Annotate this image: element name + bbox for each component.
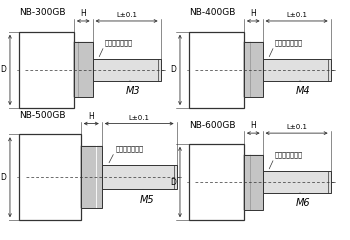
Bar <box>262 59 331 81</box>
Bar <box>262 171 331 193</box>
Text: H: H <box>80 9 86 18</box>
Text: ニッケルメッキ: ニッケルメッキ <box>275 39 303 46</box>
Text: D: D <box>170 65 176 74</box>
Bar <box>244 155 262 210</box>
Text: H: H <box>88 112 94 121</box>
Text: ニッケルメッキ: ニッケルメッキ <box>105 39 133 46</box>
Bar <box>74 42 93 97</box>
Text: H: H <box>250 121 256 130</box>
Text: M4: M4 <box>296 86 311 96</box>
Text: ニッケルメッキ: ニッケルメッキ <box>115 145 143 152</box>
Bar <box>20 32 74 108</box>
Bar <box>189 144 244 220</box>
Text: M5: M5 <box>139 195 154 204</box>
Text: D: D <box>170 178 176 186</box>
Text: L±0.1: L±0.1 <box>116 12 137 18</box>
Text: M3: M3 <box>126 86 141 96</box>
Text: L±0.1: L±0.1 <box>286 124 307 130</box>
Text: NB-300GB: NB-300GB <box>20 8 66 17</box>
Bar <box>20 134 81 220</box>
Text: NB-600GB: NB-600GB <box>189 120 236 130</box>
Bar <box>102 165 176 189</box>
Bar <box>81 146 102 208</box>
Text: NB-400GB: NB-400GB <box>189 8 236 17</box>
Bar <box>93 59 161 81</box>
Text: D: D <box>0 173 6 182</box>
Bar <box>244 42 262 97</box>
Text: M6: M6 <box>296 198 311 208</box>
Text: D: D <box>0 65 6 74</box>
Text: ニッケルメッキ: ニッケルメッキ <box>275 152 303 158</box>
Text: L±0.1: L±0.1 <box>129 115 150 121</box>
Bar <box>189 32 244 108</box>
Text: H: H <box>250 9 256 18</box>
Text: NB-500GB: NB-500GB <box>20 111 66 120</box>
Text: L±0.1: L±0.1 <box>286 12 307 18</box>
